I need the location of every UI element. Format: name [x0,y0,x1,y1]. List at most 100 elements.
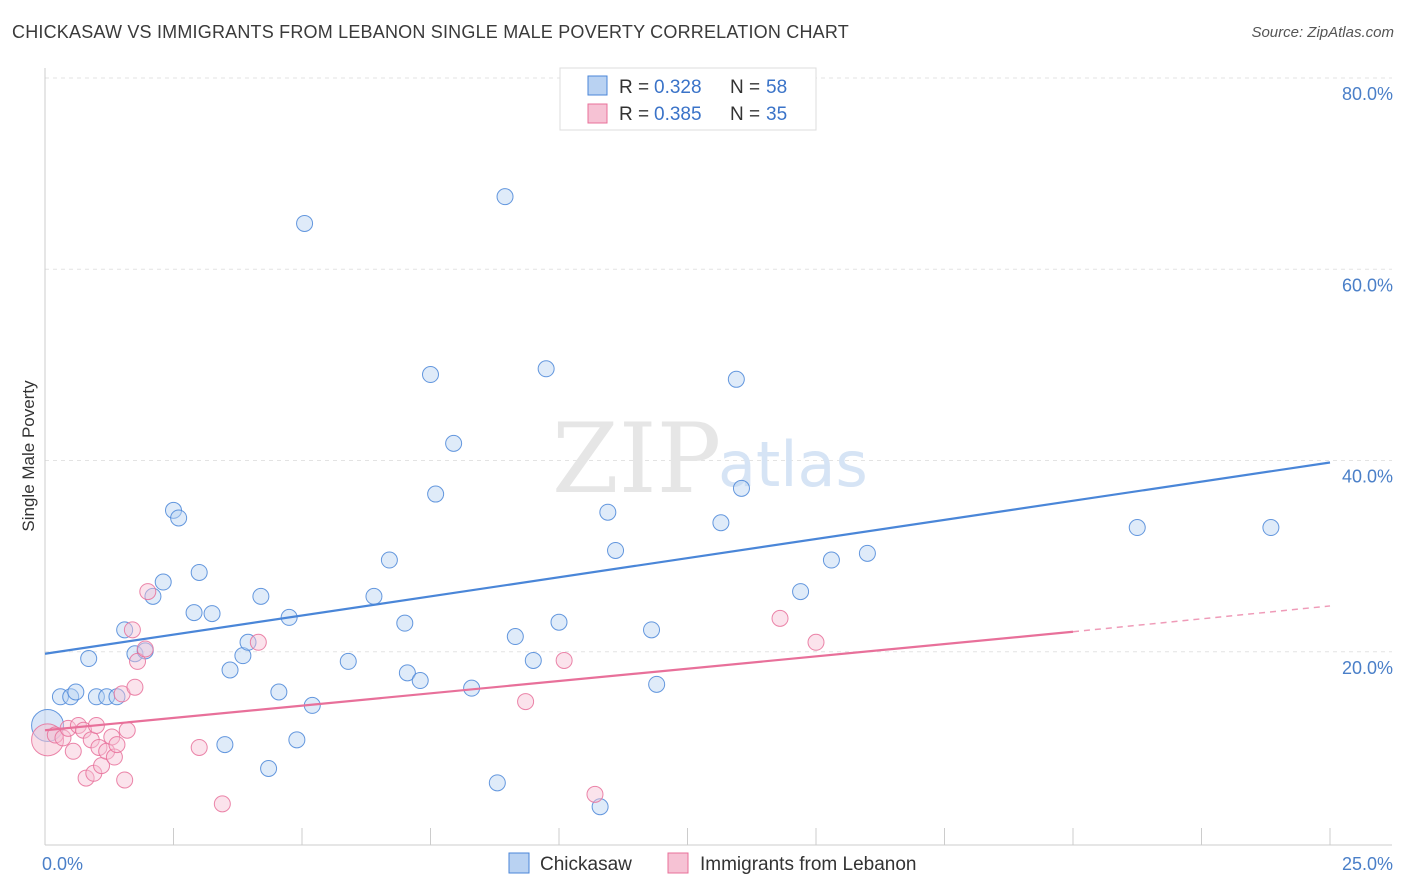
point-chickasaw-23 [260,760,278,777]
legend-n-label-1: N = [730,77,760,98]
legend-n-value-2: 35 [766,104,787,125]
point-lebanon-18 [116,771,134,789]
chart-title: CHICKASAW VS IMMIGRANTS FROM LEBANON SIN… [12,22,849,42]
point-chickasaw-46 [599,503,617,521]
point-lebanon-23 [136,640,154,658]
y-axis-label: Single Male Poverty [19,380,38,532]
trend-line-dashed-lebanon [1072,605,1331,633]
bottom-legend: Chickasaw Immigrants from Lebanon [508,852,917,875]
bottom-legend-chickasaw: Chickasaw [540,854,632,875]
source-label: Source: ZipAtlas.com [1251,24,1394,41]
point-chickasaw-40 [496,188,514,206]
point-lebanon-19 [118,721,136,739]
point-chickasaw-55 [858,544,876,562]
point-lebanon-22 [129,652,147,670]
point-lebanon-15 [105,748,123,766]
legend-r-value-1: 0.328 [654,77,702,98]
point-lebanon-27 [249,633,267,651]
point-chickasaw-53 [792,583,810,601]
point-chickasaw-47 [607,541,625,559]
point-chickasaw-51 [727,370,745,388]
grid-lines [45,77,1392,653]
point-lebanon-29 [555,651,573,669]
point-chickasaw-3 [67,683,85,701]
point-lebanon-0 [31,723,65,757]
data-points [31,188,1280,816]
y-tick-label-2: 60.0% [1342,275,1393,295]
point-chickasaw-34 [411,672,429,690]
point-chickasaw-4 [80,650,98,668]
point-chickasaw-33 [398,664,416,682]
bottom-legend-lebanon: Immigrants from Lebanon [700,854,917,875]
point-chickasaw-35 [422,366,439,384]
point-chickasaw-43 [537,360,555,378]
legend-n-label-2: N = [730,104,760,125]
point-chickasaw-42 [524,651,542,669]
point-chickasaw-2 [62,688,80,706]
y-tick-label-1: 40.0% [1342,467,1393,487]
point-chickasaw-11 [144,587,162,605]
top-legend: R = 0.328 N = 58 R = 0.385 N = 35 [559,67,817,131]
legend-r-label-2: R = [619,104,649,125]
watermark-atlas: atlas [718,428,868,501]
point-chickasaw-39 [488,774,506,792]
point-chickasaw-16 [190,563,208,581]
trend-line-lebanon [44,630,1074,732]
point-chickasaw-26 [288,731,306,749]
point-chickasaw-15 [185,604,203,622]
point-chickasaw-20 [234,647,252,665]
point-chickasaw-21 [239,633,257,651]
trend-lines [44,461,1331,732]
point-chickasaw-29 [339,652,357,670]
legend-r-label-1: R = [619,77,649,98]
y-tick-labels: 20.0% 40.0% 60.0% 80.0% [1342,84,1393,678]
x-tick-labels: 0.0% 25.0% [42,854,1393,874]
point-chickasaw-45 [591,798,609,816]
point-lebanon-30 [586,785,604,803]
point-lebanon-20 [123,621,141,639]
point-lebanon-26 [213,795,231,813]
point-chickasaw-22 [252,587,270,605]
point-chickasaw-50 [712,514,730,532]
bottom-legend-swatch-chickasaw [508,852,530,874]
legend-n-value-1: 58 [766,77,787,98]
point-chickasaw-49 [648,675,666,693]
point-chickasaw-48 [643,621,661,639]
watermark-zip: ZIP [552,403,721,515]
legend-swatch-lebanon [587,103,608,124]
point-lebanon-25 [190,738,208,756]
point-lebanon-32 [807,633,825,651]
point-chickasaw-19 [221,661,239,679]
point-lebanon-21 [126,678,144,696]
x-tick-label-0: 0.0% [42,854,83,874]
point-lebanon-16 [108,736,126,754]
bottom-legend-swatch-lebanon [667,852,689,874]
point-chickasaw-30 [365,587,383,605]
point-lebanon-31 [771,609,789,627]
watermark: ZIP atlas [552,403,868,515]
point-chickasaw-31 [380,551,398,569]
legend-r-value-2: 0.385 [654,104,702,125]
y-tick-label-0: 20.0% [1342,658,1393,678]
point-chickasaw-41 [506,628,524,646]
point-chickasaw-14 [170,509,188,527]
point-lebanon-11 [90,738,108,756]
point-chickasaw-57 [1262,519,1280,537]
point-chickasaw-24 [270,683,288,701]
point-chickasaw-1 [51,688,69,706]
x-tick-label-1: 25.0% [1342,854,1393,874]
point-lebanon-28 [517,693,535,711]
point-chickasaw-52 [732,479,750,497]
point-lebanon-2 [54,729,72,747]
point-chickasaw-56 [1128,519,1146,537]
legend-swatch-chickasaw [587,75,608,96]
point-chickasaw-54 [822,551,840,569]
point-chickasaw-17 [203,605,221,623]
point-chickasaw-27 [296,214,314,232]
point-chickasaw-44 [550,613,568,631]
point-chickasaw-5 [87,688,105,706]
trend-line-chickasaw [44,461,1331,655]
point-chickasaw-37 [445,434,463,452]
point-chickasaw-36 [427,485,445,503]
